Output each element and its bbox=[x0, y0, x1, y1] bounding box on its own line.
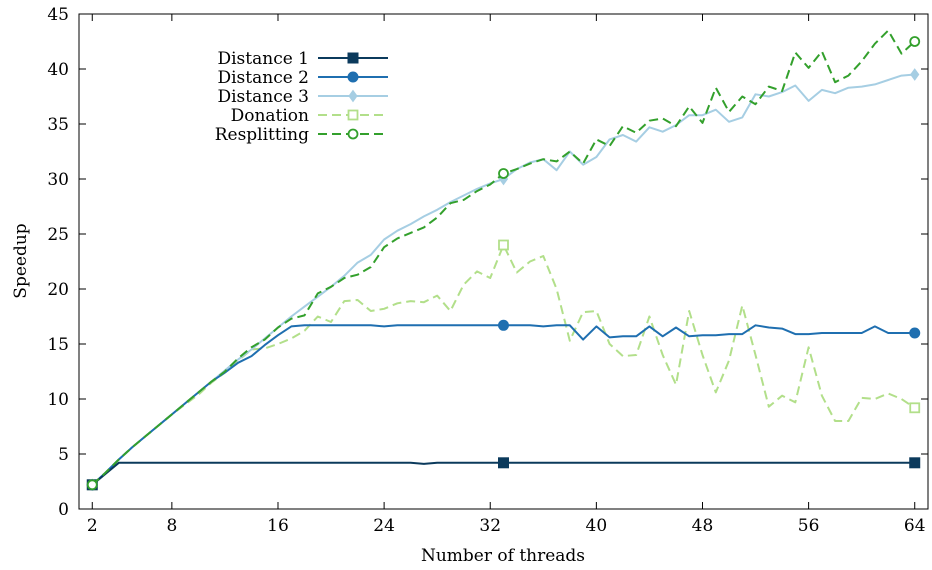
data-point-resplitting bbox=[86, 479, 98, 491]
series-layer bbox=[86, 29, 921, 492]
legend-item-resplitting: Resplitting bbox=[215, 125, 388, 145]
legend-label: Distance 3 bbox=[217, 87, 309, 107]
data-point-resplitting bbox=[498, 168, 509, 179]
plot-frame bbox=[78, 13, 929, 510]
y-tick-label: 5 bbox=[58, 445, 69, 465]
x-tick-label: 56 bbox=[798, 516, 820, 536]
x-tick-label: 48 bbox=[692, 516, 714, 536]
data-point-distance-1 bbox=[909, 457, 921, 469]
data-point-donation bbox=[909, 402, 921, 414]
legend-swatch-marker bbox=[347, 71, 359, 83]
data-point-distance-3 bbox=[910, 68, 920, 81]
y-tick-label: 20 bbox=[47, 280, 69, 300]
y-tick-label: 25 bbox=[47, 225, 69, 245]
series-line-donation bbox=[91, 244, 916, 486]
legend-label: Donation bbox=[231, 106, 309, 126]
x-tick-label: 16 bbox=[267, 516, 289, 536]
legend-label: Distance 1 bbox=[217, 49, 309, 69]
y-axis-title: Speedup bbox=[11, 223, 31, 298]
series-distance-1 bbox=[86, 457, 921, 491]
legend-item-donation: Donation bbox=[231, 106, 388, 126]
series-distance-3 bbox=[87, 68, 920, 492]
legend-label: Distance 2 bbox=[217, 68, 309, 88]
x-tick-label: 24 bbox=[373, 516, 395, 536]
y-axis-ticks: 0 5 10 15 20 25 30 35 40 45 bbox=[47, 5, 928, 520]
data-point-distance-1 bbox=[498, 457, 509, 469]
series-line-distance-1 bbox=[91, 461, 915, 486]
series-donation bbox=[86, 239, 921, 491]
legend-swatch-marker bbox=[347, 109, 359, 121]
legend-swatch-marker bbox=[347, 128, 359, 140]
legend-label: Resplitting bbox=[215, 125, 309, 145]
data-point-resplitting bbox=[909, 36, 921, 47]
y-tick-label: 10 bbox=[47, 390, 69, 410]
y-tick-label: 30 bbox=[47, 170, 69, 190]
y-tick-label: 40 bbox=[47, 60, 69, 80]
y-tick-label: 0 bbox=[58, 500, 69, 520]
series-resplitting bbox=[86, 29, 921, 491]
x-axis-title: Number of threads bbox=[421, 546, 585, 566]
x-tick-label: 40 bbox=[586, 516, 608, 536]
legend-swatch-marker bbox=[348, 89, 358, 103]
x-axis-ticks: 2 8 16 24 32 40 48 56 64 bbox=[87, 14, 926, 536]
legend-item-distance-3: Distance 3 bbox=[217, 87, 388, 107]
legend-swatch-marker bbox=[347, 52, 359, 64]
x-tick-label: 32 bbox=[479, 516, 501, 536]
y-tick-label: 15 bbox=[47, 335, 69, 355]
data-point-distance-2 bbox=[498, 319, 509, 331]
x-tick-label: 8 bbox=[166, 516, 177, 536]
series-line-resplitting bbox=[91, 29, 916, 486]
legend-item-distance-1: Distance 1 bbox=[217, 49, 388, 69]
x-tick-label: 2 bbox=[87, 516, 98, 536]
y-tick-label: 35 bbox=[47, 115, 69, 135]
data-point-donation bbox=[498, 239, 509, 251]
y-tick-label: 45 bbox=[47, 5, 69, 25]
x-tick-label: 64 bbox=[904, 516, 926, 536]
data-point-distance-2 bbox=[909, 327, 921, 339]
legend-item-distance-2: Distance 2 bbox=[217, 68, 388, 88]
